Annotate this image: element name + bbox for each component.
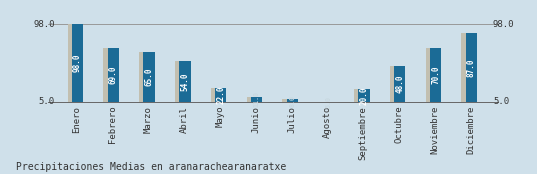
Text: 98.0: 98.0 (33, 20, 55, 29)
Bar (246, 97, 262, 102)
Text: 98.0: 98.0 (493, 20, 514, 29)
Bar (104, 48, 119, 102)
Bar (426, 48, 441, 102)
Text: 65.0: 65.0 (144, 68, 154, 86)
Bar (287, 99, 298, 102)
Bar (68, 24, 83, 102)
Bar (466, 33, 477, 102)
Bar (107, 48, 119, 102)
Bar (72, 24, 83, 102)
Bar (354, 89, 369, 102)
Text: 70.0: 70.0 (431, 65, 440, 84)
Bar (211, 88, 226, 102)
Bar (179, 61, 191, 102)
Text: 5.0: 5.0 (325, 96, 331, 108)
Bar (139, 52, 154, 102)
Text: 20.0: 20.0 (359, 86, 368, 105)
Text: 48.0: 48.0 (395, 75, 404, 93)
Bar (143, 52, 155, 102)
Bar (390, 66, 405, 102)
Text: 8.0: 8.0 (289, 95, 295, 107)
Text: 22.0: 22.0 (216, 86, 225, 104)
Bar (215, 88, 227, 102)
Bar (394, 66, 405, 102)
Text: 54.0: 54.0 (180, 72, 190, 91)
Text: 5.0: 5.0 (39, 97, 55, 106)
Bar (430, 48, 441, 102)
Text: 87.0: 87.0 (467, 58, 476, 77)
Text: 5.0: 5.0 (493, 97, 509, 106)
Bar (461, 33, 476, 102)
Text: 98.0: 98.0 (73, 54, 82, 72)
Bar (251, 97, 262, 102)
Text: 69.0: 69.0 (109, 66, 118, 84)
Bar (358, 89, 369, 102)
Text: 11.0: 11.0 (253, 91, 259, 107)
Bar (175, 61, 190, 102)
Text: Precipitaciones Medias en aranarachearanaratxe: Precipitaciones Medias en aranarachearan… (16, 162, 286, 172)
Bar (282, 99, 297, 102)
